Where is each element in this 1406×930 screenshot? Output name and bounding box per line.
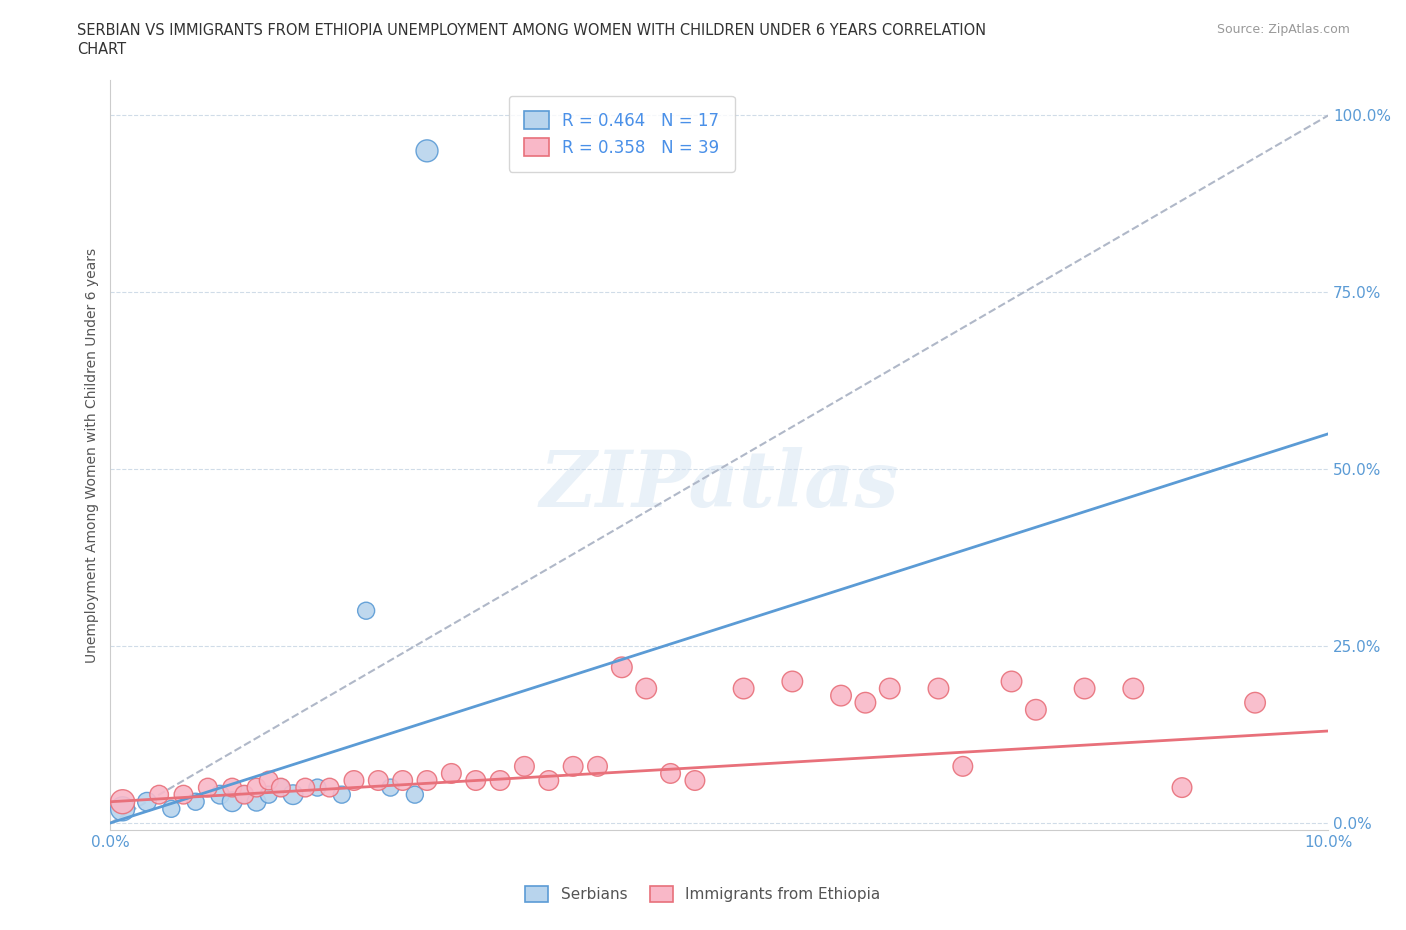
Point — [281, 787, 304, 802]
Point — [367, 773, 389, 788]
Point — [197, 780, 219, 795]
Point — [172, 787, 194, 802]
Point — [952, 759, 974, 774]
Point — [683, 773, 706, 788]
Point — [148, 787, 170, 802]
Point — [233, 787, 256, 802]
Point — [1000, 674, 1022, 689]
Point — [257, 787, 280, 802]
Legend: Serbians, Immigrants from Ethiopia: Serbians, Immigrants from Ethiopia — [519, 880, 887, 909]
Point — [233, 787, 256, 802]
Point — [489, 773, 512, 788]
Point — [330, 787, 353, 802]
Point — [245, 780, 267, 795]
Point — [160, 802, 183, 817]
Point — [1025, 702, 1047, 717]
Point — [1171, 780, 1194, 795]
Point — [343, 773, 366, 788]
Point — [586, 759, 609, 774]
Point — [1073, 681, 1095, 696]
Point — [610, 660, 633, 675]
Point — [636, 681, 658, 696]
Point — [440, 766, 463, 781]
Point — [830, 688, 852, 703]
Point — [354, 604, 377, 618]
Point — [537, 773, 560, 788]
Point — [111, 794, 134, 809]
Point — [562, 759, 585, 774]
Point — [416, 773, 439, 788]
Point — [307, 780, 329, 795]
Text: SERBIAN VS IMMIGRANTS FROM ETHIOPIA UNEMPLOYMENT AMONG WOMEN WITH CHILDREN UNDER: SERBIAN VS IMMIGRANTS FROM ETHIOPIA UNEM… — [77, 23, 987, 38]
Point — [782, 674, 804, 689]
Point — [404, 787, 426, 802]
Point — [879, 681, 901, 696]
Point — [733, 681, 755, 696]
Point — [391, 773, 413, 788]
Point — [513, 759, 536, 774]
Point — [294, 780, 316, 795]
Legend: R = 0.464   N = 17, R = 0.358   N = 39: R = 0.464 N = 17, R = 0.358 N = 39 — [509, 96, 734, 172]
Point — [1122, 681, 1144, 696]
Point — [380, 780, 402, 795]
Text: Source: ZipAtlas.com: Source: ZipAtlas.com — [1216, 23, 1350, 36]
Point — [1244, 696, 1267, 711]
Text: ZIPatlas: ZIPatlas — [540, 446, 898, 524]
Point — [464, 773, 486, 788]
Point — [416, 143, 439, 158]
Point — [927, 681, 949, 696]
Y-axis label: Unemployment Among Women with Children Under 6 years: Unemployment Among Women with Children U… — [86, 247, 100, 663]
Point — [136, 794, 159, 809]
Point — [221, 794, 243, 809]
Point — [111, 802, 134, 817]
Point — [184, 794, 207, 809]
Text: CHART: CHART — [77, 42, 127, 57]
Point — [270, 780, 292, 795]
Point — [270, 780, 292, 795]
Point — [318, 780, 340, 795]
Point — [659, 766, 682, 781]
Point — [245, 794, 267, 809]
Point — [208, 787, 231, 802]
Point — [221, 780, 243, 795]
Point — [855, 696, 877, 711]
Point — [257, 773, 280, 788]
